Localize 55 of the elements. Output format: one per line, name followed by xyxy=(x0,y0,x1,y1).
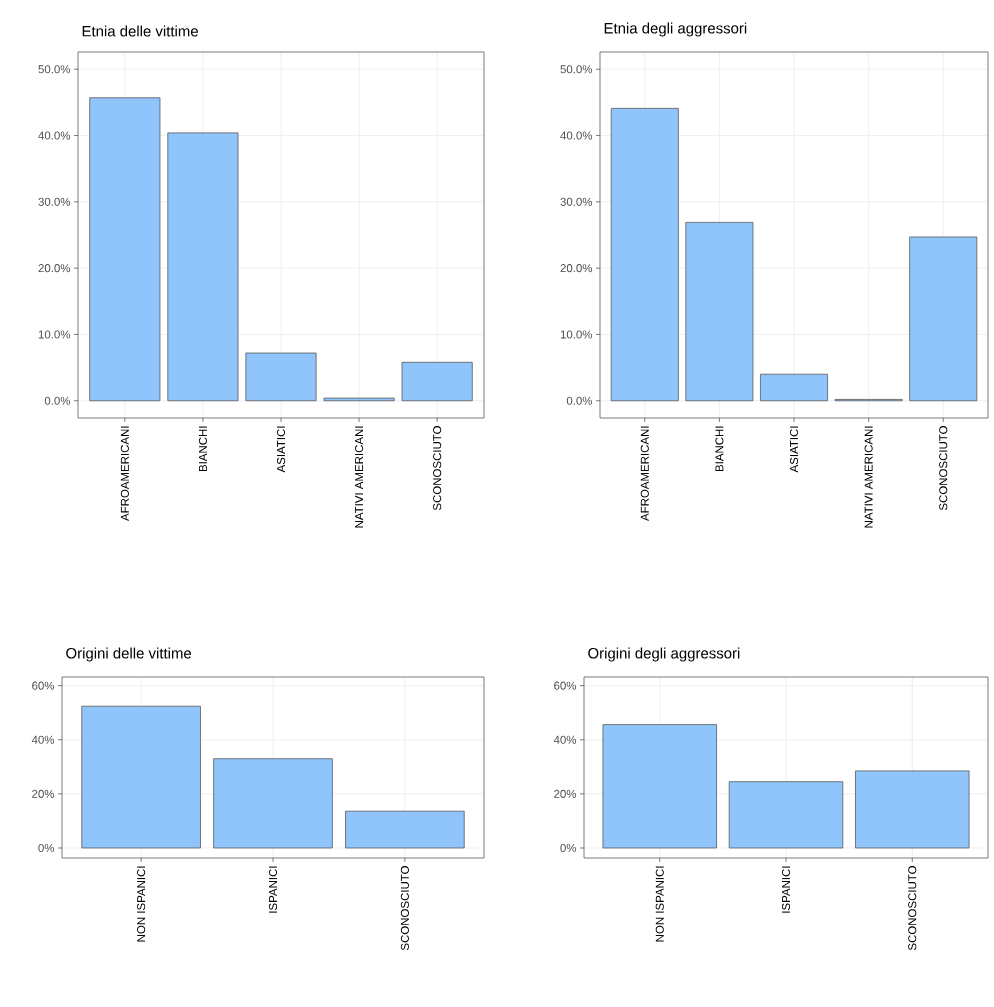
y-tick-label: 40.0% xyxy=(560,131,593,140)
x-tick-label: SCONOSCIUTO xyxy=(908,866,917,951)
y-tick-label: 40% xyxy=(553,735,577,744)
y-tick-label: 30.0% xyxy=(38,197,71,206)
bar xyxy=(760,373,828,402)
x-tick-label: ISPANICI xyxy=(781,866,791,913)
x-tick-label: AFROAMERICANI xyxy=(120,426,129,521)
bar xyxy=(89,97,161,402)
bar xyxy=(323,397,395,402)
x-tick-label: SCONOSCIUTO xyxy=(939,426,948,511)
x-tick-label: ASIATICI xyxy=(276,426,286,473)
x-tick-label: NON ISPANICI xyxy=(137,866,146,942)
y-tick-label: 20% xyxy=(554,789,577,798)
x-tick-label: ASIATICI xyxy=(789,426,799,473)
bar xyxy=(685,221,754,402)
bar xyxy=(213,758,333,849)
x-tick-label: SCONOSCIUTO xyxy=(400,866,409,951)
y-tick-label: 60% xyxy=(554,681,577,690)
chart-title: Etnia delle vittime xyxy=(82,25,198,37)
y-tick-label: 10.0% xyxy=(38,330,71,339)
bar xyxy=(81,705,201,849)
bar xyxy=(728,781,844,849)
bar xyxy=(345,810,465,849)
y-tick-label: 50.0% xyxy=(560,65,593,74)
chart-title: Origini delle vittime xyxy=(66,647,192,662)
y-tick-label: 10.0% xyxy=(560,330,593,339)
x-tick-label: SCONOSCIUTO xyxy=(433,426,442,511)
chart-title: Origini degli aggressori xyxy=(588,647,740,662)
x-tick-label: BIANCHI xyxy=(198,426,207,472)
y-tick-label: 0.0% xyxy=(566,396,593,405)
y-tick-label: 40.0% xyxy=(38,131,71,140)
x-tick-label: NON ISPANICI xyxy=(655,866,664,942)
y-tick-label: 0.0% xyxy=(44,396,71,405)
y-tick-label: 40% xyxy=(31,735,55,744)
y-tick-label: 30.0% xyxy=(560,197,593,206)
y-tick-label: 0% xyxy=(38,843,55,853)
y-tick-label: 0% xyxy=(560,843,577,853)
y-tick-label: 20% xyxy=(32,789,55,798)
bar xyxy=(245,352,317,402)
bar xyxy=(610,107,679,402)
y-tick-label: 50.0% xyxy=(38,65,71,74)
x-tick-label: NATIVI AMERICANI xyxy=(355,426,364,528)
bar xyxy=(909,236,978,402)
x-tick-label: BIANCHI xyxy=(715,426,724,472)
bar xyxy=(167,132,239,402)
x-tick-label: ISPANICI xyxy=(268,866,278,913)
bar xyxy=(401,361,473,402)
bar xyxy=(855,770,970,849)
x-tick-label: NATIVI AMERICANI xyxy=(864,426,873,528)
bar xyxy=(602,724,717,849)
y-tick-label: 60% xyxy=(32,681,55,690)
y-tick-label: 20.0% xyxy=(38,264,71,273)
chart-title: Etnia degli aggressori xyxy=(604,22,747,37)
x-tick-label: AFROAMERICANI xyxy=(640,426,649,521)
y-tick-label: 20.0% xyxy=(560,264,593,273)
